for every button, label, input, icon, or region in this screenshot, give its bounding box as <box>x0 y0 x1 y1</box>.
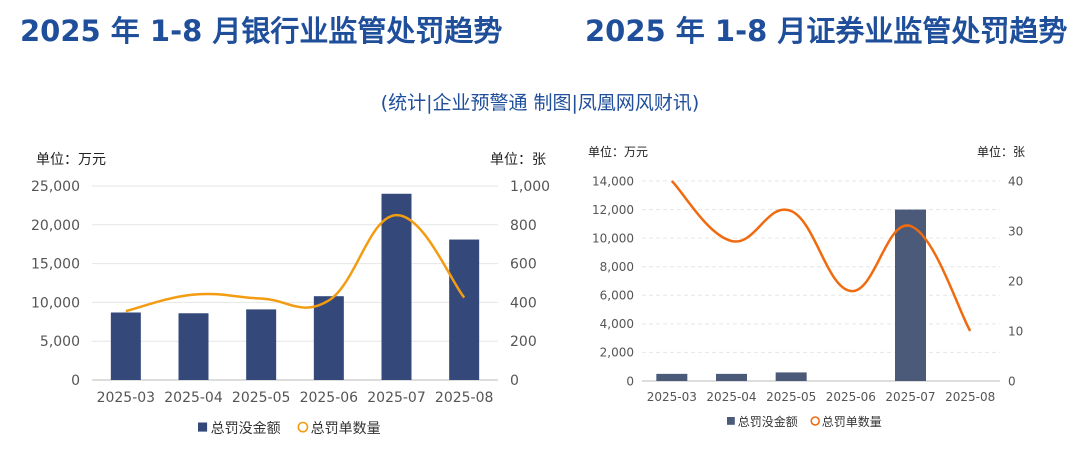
y-tick-label: 2,000 <box>600 346 634 360</box>
x-tick-label: 2025-03 <box>97 390 156 406</box>
bar <box>716 373 747 381</box>
x-tick-label: 2025-07 <box>885 390 935 404</box>
bar <box>178 313 209 380</box>
legend-bar-swatch <box>727 417 735 425</box>
bar <box>381 193 412 380</box>
y-tick-label: 12,000 <box>592 203 634 217</box>
x-tick-label: 2025-06 <box>300 390 359 406</box>
bar <box>449 239 480 380</box>
series-line <box>125 213 466 313</box>
bar <box>775 372 807 381</box>
y-tick-label: 10,000 <box>31 295 80 311</box>
y2-tick-label: 1,000 <box>510 179 550 195</box>
y2-tick-label: 200 <box>510 334 537 350</box>
y2-tick-label: 20 <box>1008 274 1023 288</box>
legend-line-label: 总罚单数量 <box>822 414 882 429</box>
bar <box>313 296 344 380</box>
legend-line-label: 总罚单数量 <box>311 421 381 437</box>
bar <box>246 309 277 380</box>
x-tick-label: 2025-05 <box>766 390 816 404</box>
y-tick-label: 14,000 <box>592 174 634 188</box>
y2-tick-label: 10 <box>1008 324 1023 338</box>
x-tick-label: 2025-08 <box>945 390 995 404</box>
y2-tick-label: 800 <box>510 218 537 234</box>
y-tick-label: 20,000 <box>31 218 80 234</box>
y2-tick-label: 0 <box>510 373 519 389</box>
legend-line-swatch <box>810 416 820 426</box>
y2-tick-label: 400 <box>510 295 537 311</box>
y-tick-label: 6,000 <box>600 289 634 303</box>
x-tick-label: 2025-04 <box>164 390 223 406</box>
y-tick-label: 5,000 <box>40 334 80 350</box>
y2-tick-label: 0 <box>1008 374 1016 388</box>
y-tick-label: 15,000 <box>31 257 80 273</box>
chart-title-securities: 2025 年 1-8 月证券业监管处罚趋势 <box>585 14 1068 48</box>
x-tick-label: 2025-06 <box>826 390 876 404</box>
x-tick-label: 2025-03 <box>647 390 697 404</box>
x-tick-label: 2025-04 <box>706 390 756 404</box>
series-line <box>670 180 972 332</box>
source-note: (统计|企业预警通 制图|凤凰网风财讯) <box>380 92 700 114</box>
left-axis-unit: 单位：万元 <box>36 152 106 168</box>
chart-title-banking: 2025 年 1-8 月银行业监管处罚趋势 <box>20 14 503 48</box>
x-tick-label: 2025-07 <box>367 390 426 406</box>
y-tick-label: 0 <box>626 374 634 388</box>
bar <box>895 209 926 381</box>
right-axis-unit: 单位：张 <box>977 144 1025 159</box>
legend-bar-label: 总罚没金额 <box>738 414 798 429</box>
y-tick-label: 8,000 <box>600 260 634 274</box>
bar <box>110 312 141 380</box>
left-axis-unit: 单位：万元 <box>588 144 648 159</box>
y-tick-label: 10,000 <box>592 231 634 245</box>
legend-line-swatch <box>297 421 309 433</box>
y-tick-label: 25,000 <box>31 179 80 195</box>
legend-bar-swatch <box>198 422 208 432</box>
x-tick-label: 2025-08 <box>435 390 494 406</box>
y2-tick-label: 30 <box>1008 224 1023 238</box>
y2-tick-label: 40 <box>1008 174 1023 188</box>
bar <box>656 373 688 381</box>
legend-bar-label: 总罚没金额 <box>211 421 281 437</box>
y-tick-label: 4,000 <box>600 317 634 331</box>
y-tick-label: 0 <box>71 373 80 389</box>
x-tick-label: 2025-05 <box>232 390 291 406</box>
right-axis-unit: 单位：张 <box>490 152 546 168</box>
y2-tick-label: 600 <box>510 257 537 273</box>
